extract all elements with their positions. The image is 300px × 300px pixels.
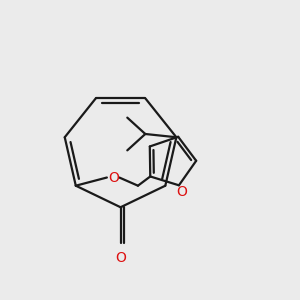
Text: O: O xyxy=(176,185,187,199)
Text: O: O xyxy=(108,170,119,184)
Text: O: O xyxy=(115,251,126,266)
